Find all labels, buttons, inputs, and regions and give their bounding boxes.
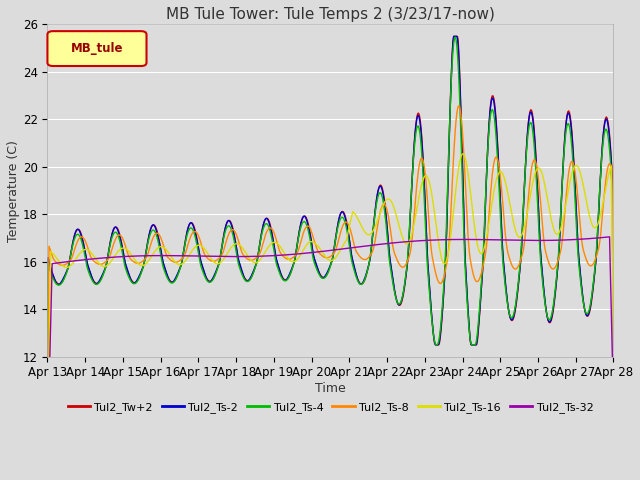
Title: MB Tule Tower: Tule Temps 2 (3/23/17-now): MB Tule Tower: Tule Temps 2 (3/23/17-now… [166,7,495,22]
FancyBboxPatch shape [47,31,147,66]
Line: Tul2_Ts-8: Tul2_Ts-8 [47,106,614,403]
Tul2_Ts-8 [416,159,424,165]
Tul2_Ts-4 [200,270,207,276]
Tul2_Ts-2 [170,278,177,284]
Tul2_Tw+2 [170,279,177,285]
Legend: Tul2_Tw+2, Tul2_Ts-2, Tul2_Ts-4, Tul2_Ts-8, Tul2_Ts-16, Tul2_Ts-32: Tul2_Tw+2, Tul2_Ts-2, Tul2_Ts-4, Tul2_Ts… [63,398,598,418]
Tul2_Ts-32 [416,238,424,244]
Tul2_Ts-16 [170,257,177,263]
Tul2_Ts-4 [399,289,407,295]
Tul2_Tw+2 [610,197,618,203]
Tul2_Tw+2 [54,281,61,287]
Tul2_Tw+2 [200,267,207,273]
Tul2_Ts-2 [416,118,424,124]
Tul2_Ts-32 [399,239,407,245]
Line: Tul2_Ts-16: Tul2_Ts-16 [47,154,614,446]
Tul2_Ts-8 [454,103,462,109]
Line: Tul2_Tw+2: Tul2_Tw+2 [47,36,614,448]
Tul2_Ts-2 [451,34,458,39]
Tul2_Ts-8 [200,248,207,254]
Line: Tul2_Ts-4: Tul2_Ts-4 [47,37,614,388]
Line: Tul2_Ts-32: Tul2_Ts-32 [47,237,614,453]
Tul2_Ts-4 [112,229,120,235]
Tul2_Ts-16 [399,237,407,242]
Tul2_Ts-4 [170,279,177,285]
Tul2_Ts-32 [610,402,618,408]
Tul2_Ts-16 [460,151,467,156]
X-axis label: Time: Time [315,382,346,395]
Tul2_Ts-16 [416,190,424,195]
Text: MB_tule: MB_tule [71,42,124,55]
Tul2_Tw+2 [399,292,407,298]
Tul2_Ts-2 [610,198,618,204]
Tul2_Ts-4 [54,282,61,288]
Tul2_Ts-32 [44,450,51,456]
Tul2_Ts-16 [610,339,618,345]
Tul2_Ts-32 [54,260,61,266]
Tul2_Tw+2 [416,115,424,120]
Tul2_Ts-8 [44,400,51,406]
Tul2_Ts-16 [200,245,207,251]
Tul2_Ts-32 [112,254,120,260]
Tul2_Ts-8 [610,357,618,362]
Tul2_Ts-4 [416,130,424,136]
Tul2_Ts-4 [451,34,459,40]
Tul2_Ts-8 [399,264,407,270]
Tul2_Ts-8 [170,259,177,264]
Y-axis label: Temperature (C): Temperature (C) [7,140,20,241]
Tul2_Ts-4 [44,385,51,391]
Tul2_Tw+2 [450,34,458,39]
Tul2_Ts-16 [112,252,120,257]
Tul2_Ts-2 [399,290,407,296]
Tul2_Ts-2 [44,446,51,452]
Tul2_Ts-16 [44,443,51,449]
Tul2_Ts-32 [605,234,613,240]
Tul2_Ts-4 [610,348,618,354]
Line: Tul2_Ts-2: Tul2_Ts-2 [47,36,614,449]
Tul2_Ts-2 [200,266,207,272]
Tul2_Ts-8 [54,261,61,266]
Tul2_Ts-8 [112,235,120,241]
Tul2_Ts-32 [200,253,207,259]
Tul2_Tw+2 [112,224,120,230]
Tul2_Ts-2 [54,281,61,287]
Tul2_Tw+2 [44,445,51,451]
Tul2_Ts-32 [170,253,177,259]
Tul2_Ts-16 [54,257,61,263]
Tul2_Ts-2 [112,224,120,230]
